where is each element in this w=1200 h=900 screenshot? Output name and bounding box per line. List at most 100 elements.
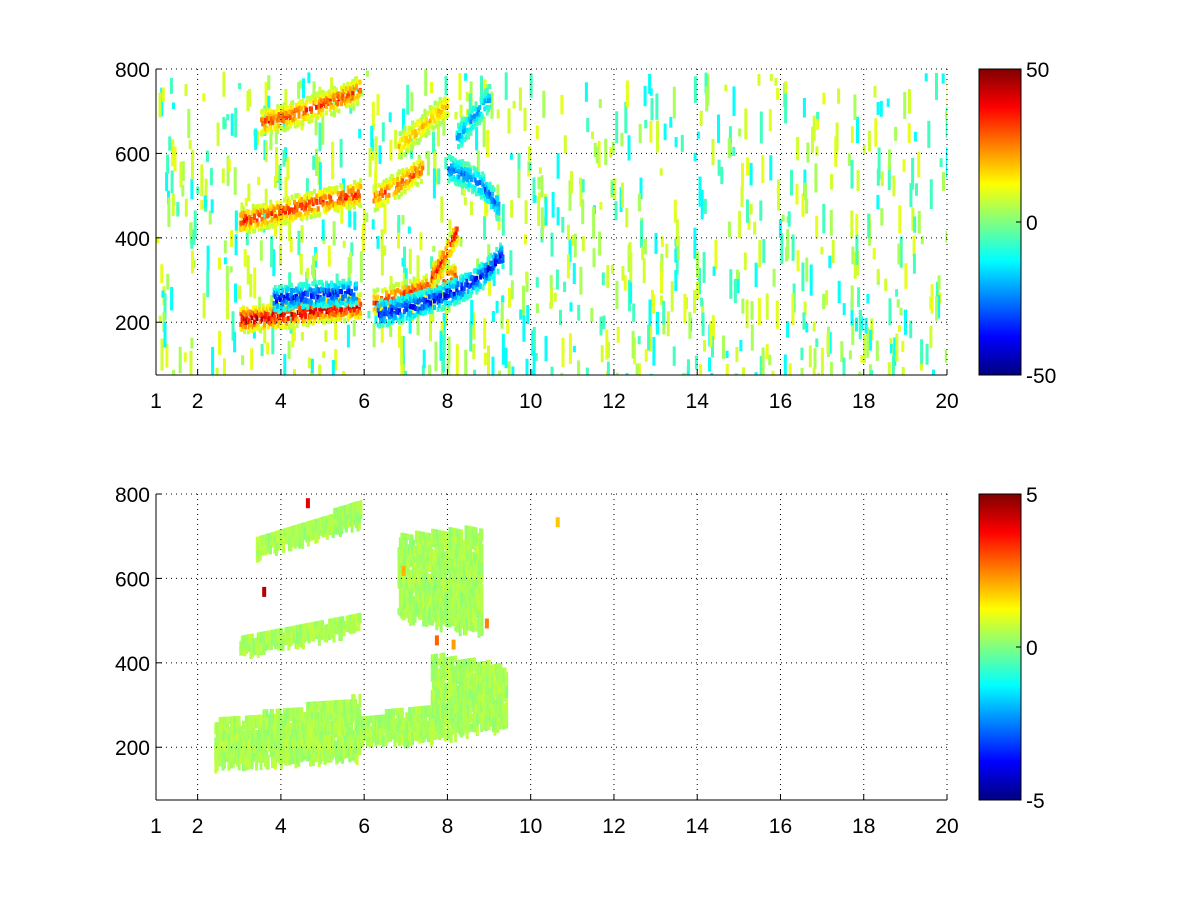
track-cell [239, 310, 243, 316]
track-cell [478, 120, 482, 125]
track-cell [399, 302, 403, 308]
track-cell [340, 183, 344, 189]
noise-cell [563, 135, 567, 154]
noise-cell [867, 130, 871, 152]
track-cell [397, 194, 401, 200]
track-cell [300, 105, 303, 111]
noise-cell [815, 338, 819, 347]
track-cell [418, 136, 422, 142]
track-cell [406, 180, 410, 186]
noise-cell [550, 287, 553, 308]
region-cell [432, 689, 436, 702]
track-cell [284, 209, 288, 215]
track-cell [294, 214, 298, 220]
region-cell [265, 709, 269, 717]
track-cell [241, 323, 245, 329]
track-cell [430, 309, 434, 315]
y-tick-label: 200 [115, 312, 150, 335]
noise-cell [524, 200, 528, 224]
track-cell [347, 94, 351, 100]
noise-cell [394, 129, 398, 149]
noise-cell [874, 118, 878, 147]
track-cell [355, 281, 358, 287]
track-cell [406, 148, 410, 154]
noise-cell [649, 120, 653, 143]
region-cell [446, 722, 450, 733]
track-cell [401, 168, 405, 174]
track-cell [402, 309, 406, 315]
noise-cell [388, 112, 392, 123]
track-cell [350, 103, 353, 109]
noise-cell [568, 239, 572, 262]
heatmap-cells [156, 69, 947, 375]
noise-cell [584, 82, 588, 102]
track-cell [475, 289, 479, 295]
noise-cell [241, 355, 245, 366]
track-cell [457, 123, 460, 129]
track-cell [357, 197, 361, 203]
track-cell [301, 295, 305, 301]
track-cell [342, 83, 346, 89]
track-cell [419, 310, 423, 316]
region-cell [287, 718, 291, 726]
noise-cell [725, 364, 729, 375]
track-cell [499, 253, 502, 259]
track-cell [356, 98, 360, 104]
track-cell [462, 286, 466, 291]
track-cell [339, 195, 343, 201]
noise-cell [812, 368, 816, 375]
track-cell [359, 183, 363, 189]
noise-cell [253, 267, 257, 299]
noise-cell [359, 251, 363, 283]
track-cell [317, 103, 321, 109]
noise-cell [887, 362, 891, 375]
noise-cell [666, 311, 670, 337]
noise-cell [875, 340, 879, 361]
track-cell [421, 279, 425, 285]
noise-cell [156, 236, 160, 244]
noise-cell [332, 221, 336, 246]
noise-cell [615, 372, 619, 375]
track-cell [402, 128, 406, 134]
track-cell [347, 188, 351, 194]
noise-cell [560, 372, 564, 375]
noise-cell [169, 78, 173, 94]
track-cell [390, 304, 394, 310]
noise-cell [334, 308, 338, 340]
track-cell [501, 258, 505, 263]
noise-cell [178, 346, 182, 374]
noise-cell [442, 331, 446, 356]
noise-cell [765, 344, 769, 360]
track-cell [269, 302, 273, 308]
noise-cell [166, 273, 170, 290]
region-cell [454, 655, 458, 662]
noise-cell [238, 285, 242, 299]
noise-cell [442, 352, 445, 373]
track-cell [345, 204, 349, 210]
noise-cell [282, 149, 286, 167]
noise-cell [532, 177, 536, 203]
noise-cell [717, 159, 721, 176]
region-cell [400, 707, 404, 720]
track-cell [457, 169, 461, 175]
region-cell [252, 725, 256, 733]
noise-cell [183, 352, 187, 363]
noise-cell [218, 330, 221, 355]
noise-cell [598, 99, 602, 109]
track-cell [400, 154, 403, 160]
noise-cell [581, 199, 585, 225]
noise-cell [609, 147, 613, 158]
noise-cell [531, 369, 534, 375]
noise-cell [656, 311, 659, 335]
noise-cell [607, 341, 610, 359]
track-cell [352, 292, 356, 298]
region-cell [282, 743, 286, 759]
track-cell [309, 319, 313, 325]
track-cell [348, 88, 352, 94]
noise-cell [243, 249, 247, 267]
noise-cell [167, 197, 171, 228]
track-cell [380, 301, 384, 307]
noise-cell [829, 361, 833, 375]
track-cell [441, 272, 445, 278]
track-cell [434, 108, 438, 113]
